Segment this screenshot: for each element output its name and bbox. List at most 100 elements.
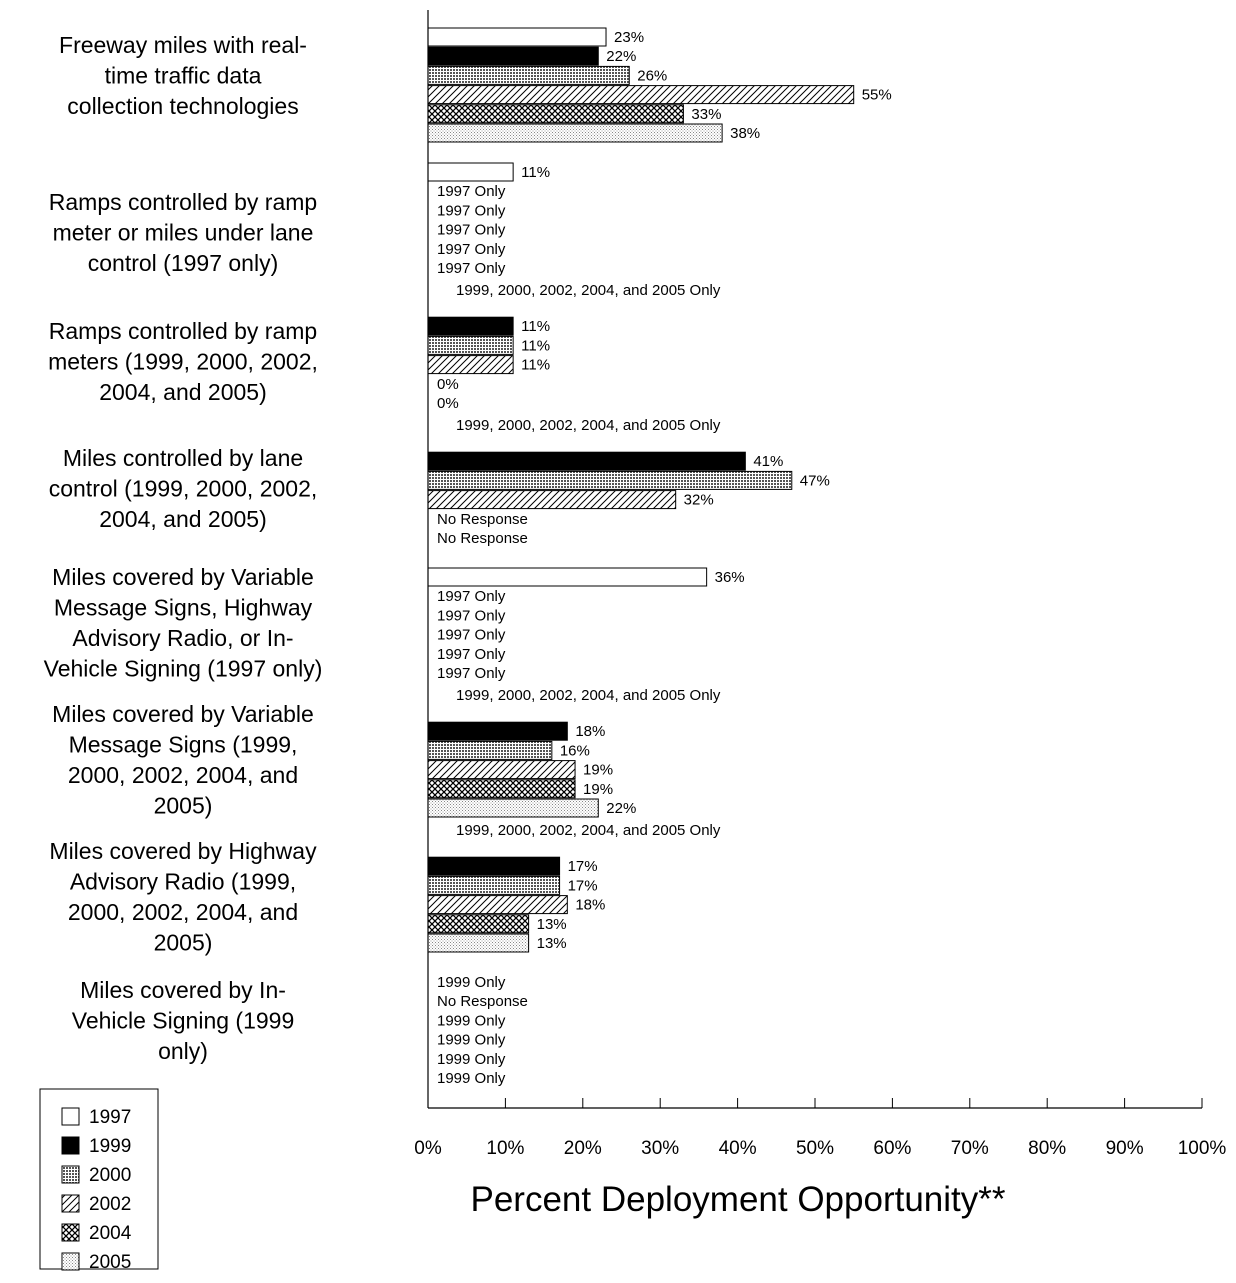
data-label: 1997 Only xyxy=(437,260,506,277)
bar-1999 xyxy=(427,451,746,471)
bar-2005 xyxy=(427,933,530,953)
category-label-line: Vehicle Signing (1999 xyxy=(72,1008,295,1034)
category-label-line: Miles covered by Variable xyxy=(52,564,314,590)
group-note-label: 1999, 2000, 2002, 2004, and 2005 Only xyxy=(456,282,721,299)
category-label-line: 2004, and 2005) xyxy=(99,506,267,532)
category-label-line: control (1997 only) xyxy=(88,250,279,276)
legend-label: 1999 xyxy=(89,1136,131,1157)
bar-1997 xyxy=(427,162,514,182)
x-tick-label: 50% xyxy=(796,1138,834,1159)
bar-2005 xyxy=(427,123,723,143)
category-label-line: time traffic data xyxy=(105,63,262,89)
bar-2005 xyxy=(427,798,599,818)
category-label-line: Freeway miles with real- xyxy=(59,32,307,58)
legend-label: 1997 xyxy=(89,1107,131,1128)
legend-label: 2005 xyxy=(89,1252,131,1273)
x-tick-label: 60% xyxy=(873,1138,911,1159)
data-label: 36% xyxy=(715,569,745,586)
data-label: 19% xyxy=(583,781,613,798)
category-label-line: Ramps controlled by ramp xyxy=(49,318,317,344)
data-label: 23% xyxy=(614,29,644,46)
legend-swatch-1997 xyxy=(61,1107,80,1126)
data-label: 1999 Only xyxy=(437,1032,506,1049)
category-label-line: Advisory Radio (1999, xyxy=(70,869,296,895)
x-tick-label: 40% xyxy=(719,1138,757,1159)
bar-1999 xyxy=(427,46,599,66)
bar-2004 xyxy=(427,104,684,124)
legend-swatch-2000 xyxy=(61,1165,80,1184)
legend-label: 2004 xyxy=(89,1223,132,1244)
data-label: 1999 Only xyxy=(437,1051,506,1068)
data-label: No Response xyxy=(437,530,528,547)
data-label: 1997 Only xyxy=(437,222,506,239)
group-note-label: 1999, 2000, 2002, 2004, and 2005 Only xyxy=(456,822,721,839)
category-label-line: Miles controlled by lane xyxy=(63,445,303,471)
data-label: 55% xyxy=(862,87,892,104)
data-label: 11% xyxy=(521,337,550,354)
data-label: 0% xyxy=(437,376,459,393)
bar-1997 xyxy=(427,27,607,47)
data-label: 1997 Only xyxy=(437,588,506,605)
bar-2000 xyxy=(427,740,553,760)
bar-2002 xyxy=(427,895,568,915)
group-note-label: 1999, 2000, 2002, 2004, and 2005 Only xyxy=(456,687,721,704)
legend-swatch-2005 xyxy=(61,1252,80,1271)
bar-1997 xyxy=(427,567,708,587)
bar-2000 xyxy=(427,470,793,490)
category-label-line: meters (1999, 2000, 2002, xyxy=(48,349,318,375)
category-label-line: only) xyxy=(158,1038,208,1064)
data-label: 17% xyxy=(568,858,598,875)
data-label: 0% xyxy=(437,395,459,412)
legend-label: 2000 xyxy=(89,1165,131,1186)
category-label-line: 2005) xyxy=(154,930,213,956)
legend-swatch-2002 xyxy=(61,1194,80,1213)
category-labels: Freeway miles with real-time traffic dat… xyxy=(44,32,323,1064)
data-label: 16% xyxy=(560,742,590,759)
x-axis-title: Percent Deployment Opportunity** xyxy=(471,1180,1006,1219)
x-tick-label: 0% xyxy=(414,1138,442,1159)
data-label: 11% xyxy=(521,318,550,335)
category-label-line: Miles covered by Highway xyxy=(49,838,317,864)
data-label: 33% xyxy=(691,106,721,123)
category-label-line: Message Signs (1999, xyxy=(69,732,298,758)
data-label: 1999 Only xyxy=(437,974,506,991)
data-label: 13% xyxy=(537,916,567,933)
data-label: 38% xyxy=(730,125,760,142)
x-tick-label: 90% xyxy=(1106,1138,1144,1159)
bar-2000 xyxy=(427,335,514,355)
data-label: 17% xyxy=(568,877,598,894)
x-tick-label: 100% xyxy=(1178,1138,1227,1159)
legend-box xyxy=(39,1088,159,1270)
bar-2000 xyxy=(427,65,630,85)
data-label: 1997 Only xyxy=(437,607,506,624)
x-tick-label: 20% xyxy=(564,1138,602,1159)
data-label: 11% xyxy=(521,357,550,374)
data-label: 1999 Only xyxy=(437,1070,506,1087)
data-label: 13% xyxy=(537,935,567,952)
x-tick-label: 10% xyxy=(486,1138,524,1159)
bar-2004 xyxy=(427,779,576,799)
bar-2004 xyxy=(427,914,530,934)
legend: 1997 1999 2000 2002 2004 2005 xyxy=(39,1088,159,1273)
category-label-line: 2005) xyxy=(154,793,213,819)
data-label: 18% xyxy=(575,723,605,740)
category-label-line: Miles covered by In- xyxy=(80,977,286,1003)
bars-layer xyxy=(427,27,855,953)
bar-2002 xyxy=(427,490,677,510)
data-label: 18% xyxy=(575,897,605,914)
category-label-line: meter or miles under lane xyxy=(53,220,314,246)
bar-2002 xyxy=(427,760,576,780)
category-label-line: Message Signs, Highway xyxy=(54,595,313,621)
category-label-line: control (1999, 2000, 2002, xyxy=(49,476,318,502)
legend-label: 2002 xyxy=(89,1194,131,1215)
category-label-line: 2004, and 2005) xyxy=(99,379,267,405)
data-label: 41% xyxy=(753,453,783,470)
data-label: 19% xyxy=(583,762,613,779)
axes-layer: 0% 10% 20% 30% 40% 50% 60% 70% 80% 90% 100% Percent… xyxy=(414,10,1226,1219)
category-label-line: 2000, 2002, 2004, and xyxy=(68,762,298,788)
data-label: 1997 Only xyxy=(437,665,506,682)
category-label-line: Miles covered by Variable xyxy=(52,701,314,727)
